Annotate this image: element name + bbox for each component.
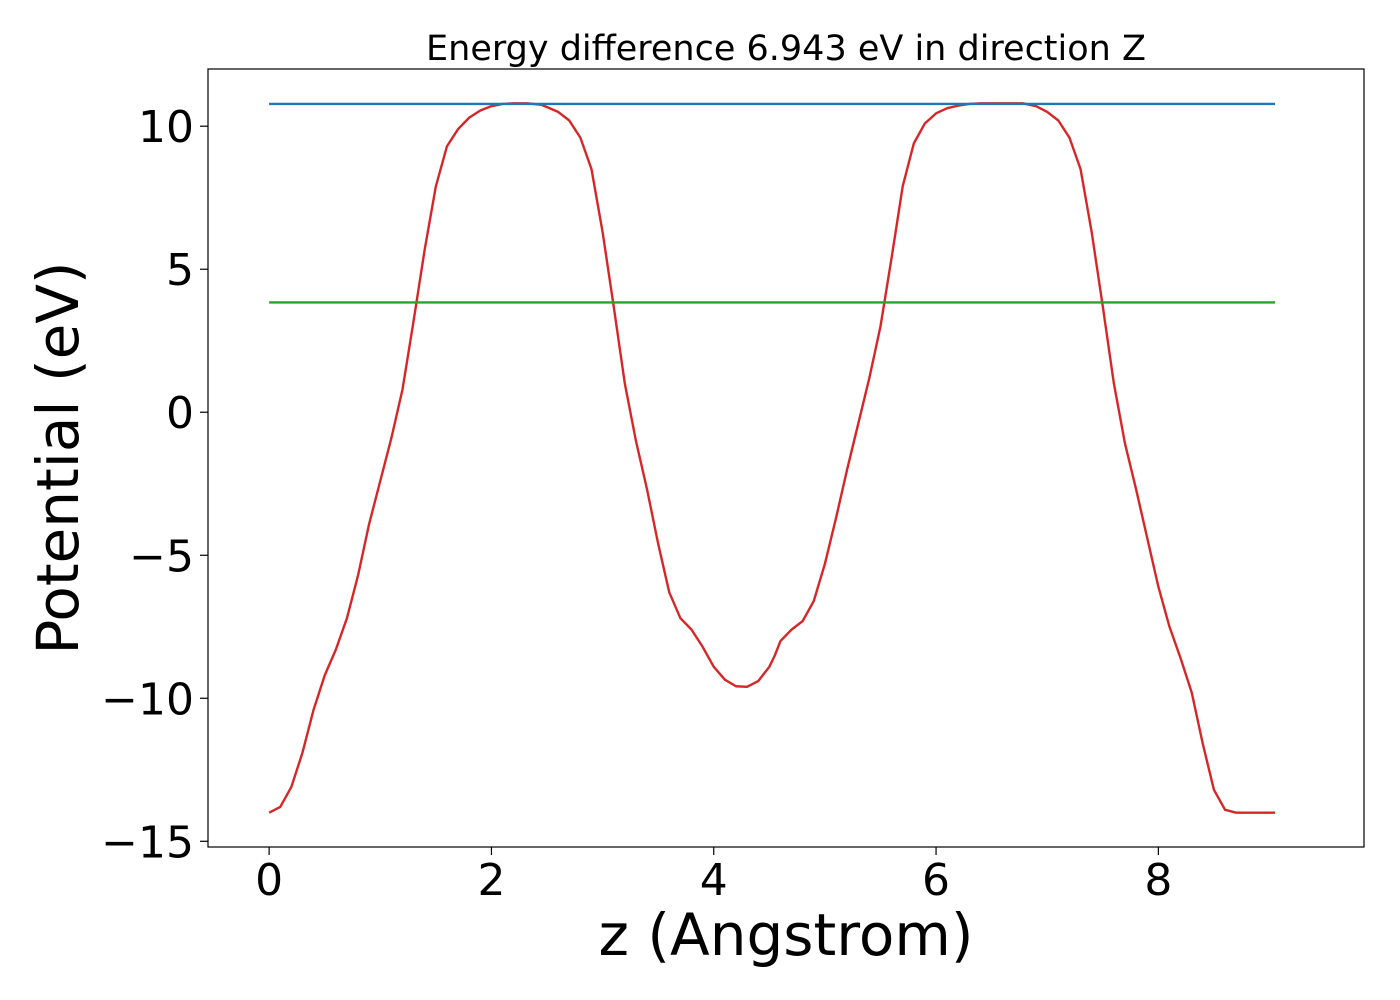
plot-layer — [268, 102, 1276, 814]
x-tick-label: 4 — [700, 855, 728, 906]
y-tick-label: 5 — [166, 245, 194, 296]
y-axis-label: Potential (eV) — [24, 261, 92, 654]
y-tick-label: 0 — [166, 388, 194, 439]
x-axis-label: z (Angstrom) — [599, 901, 974, 969]
chart-title: Energy difference 6.943 eV in direction … — [426, 29, 1146, 69]
y-tick-label: 10 — [138, 102, 194, 153]
x-tick-label: 8 — [1144, 855, 1172, 906]
series-line-0 — [268, 102, 1276, 814]
x-tick-label: 2 — [477, 855, 505, 906]
y-tick-label: −15 — [101, 817, 194, 868]
y-axis-ticks: −15 −10 −5 0 5 10 — [101, 102, 208, 868]
x-tick-label: 0 — [255, 855, 283, 906]
x-tick-label: 6 — [922, 855, 950, 906]
y-tick-label: −5 — [129, 531, 194, 582]
plot-frame — [207, 68, 1365, 848]
y-tick-label: −10 — [101, 674, 194, 725]
x-axis-ticks: 0 2 4 6 8 — [255, 847, 1172, 906]
